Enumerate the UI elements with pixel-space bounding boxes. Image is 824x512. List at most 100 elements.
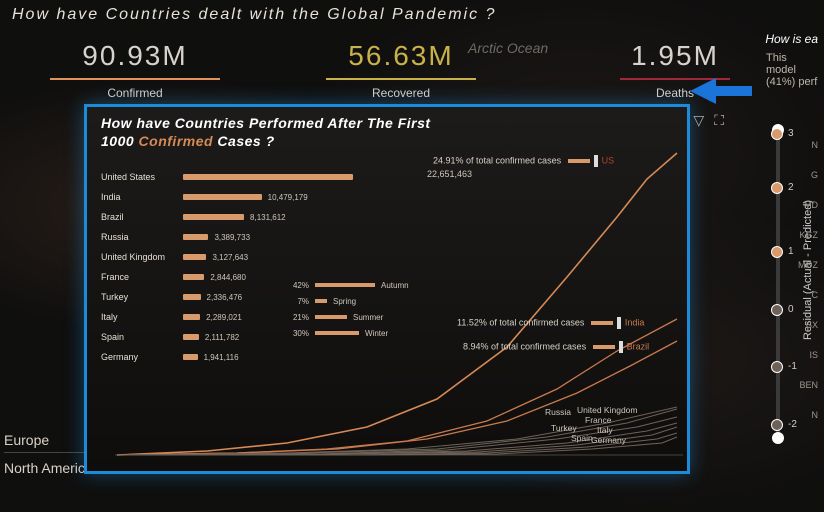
season-bar (315, 283, 375, 287)
season-bar (315, 315, 347, 319)
bar-label: United States (101, 172, 183, 182)
kpi-confirmed-value: 90.93M (50, 40, 220, 72)
bar-fill (183, 194, 262, 200)
slider-marker (771, 128, 783, 140)
season-pct: 30% (283, 329, 309, 338)
kpi-recovered-value: 56.63M (326, 40, 476, 72)
bar-label: France (101, 272, 183, 282)
bar-fill (183, 254, 206, 260)
bar-row: Germany 1,941,116 (101, 347, 361, 367)
kpi-confirmed-rule (50, 78, 220, 80)
callout: 24.91% of total confirmed cases US (433, 155, 614, 167)
slider-tick: 2 (788, 182, 794, 193)
season-row: 7% Spring (283, 293, 409, 309)
season-row: 21% Summer (283, 309, 409, 325)
season-label: Summer (353, 313, 383, 322)
slider-mini-label: C (812, 290, 819, 300)
line-end-label: France (585, 415, 611, 425)
slider-mini-label: G (811, 170, 818, 180)
kpi-deaths-value: 1.95M (620, 40, 730, 72)
page-title: How have Countries dealt with the Global… (12, 6, 496, 24)
bar-value: 2,844,680 (210, 273, 246, 282)
slider-marker (771, 419, 783, 431)
slider-handle-bottom[interactable] (772, 432, 784, 444)
kpi-confirmed: 90.93M Confirmed (50, 40, 220, 100)
season-pct: 7% (283, 297, 309, 306)
bar-row: United Kingdom 3,127,643 (101, 247, 361, 267)
bar-row: Brazil 8,131,612 (101, 207, 361, 227)
slider-mini-label: SX (806, 320, 818, 330)
bar-value: 8,131,612 (250, 213, 286, 222)
kpi-confirmed-label: Confirmed (50, 86, 220, 100)
filter-icon[interactable]: ▽ (693, 112, 704, 132)
kpi-recovered-rule (326, 78, 476, 80)
bar-row: India 10,479,179 (101, 187, 361, 207)
bar-value: 2,111,782 (205, 333, 239, 342)
region-label-na: North America (4, 460, 93, 476)
side-panel-title: How is ea (765, 32, 818, 46)
bar-fill (183, 174, 353, 180)
bar-fill (183, 274, 204, 280)
bar-label: Italy (101, 312, 183, 322)
slider-tick: -1 (788, 361, 797, 372)
tooltip-visual: How have Countries Performed After The F… (84, 104, 690, 474)
season-label: Autumn (381, 281, 409, 290)
bar-label: Spain (101, 332, 183, 342)
slider-marker (771, 182, 783, 194)
bar-fill (183, 354, 198, 360)
dashboard-stage: How have Countries dealt with the Global… (0, 0, 824, 512)
slider-mini-label: IS (809, 350, 818, 360)
season-bar (315, 331, 359, 335)
slider-marker (771, 246, 783, 258)
season-label: Spring (333, 297, 356, 306)
line-end-label: United Kingdom (577, 405, 637, 415)
bar-fill (183, 334, 199, 340)
bar-label: United Kingdom (101, 252, 183, 262)
annotation-arrow (690, 78, 716, 104)
bar-label: Brazil (101, 212, 183, 222)
residual-axis-label: Residual (Actual - Predicted) (802, 200, 814, 340)
bar-fill (183, 234, 208, 240)
slider-mini-label: BEN (799, 380, 818, 390)
bar-value: 2,336,476 (207, 293, 243, 302)
line-end-label: Turkey (551, 423, 577, 433)
bar-value: 3,127,643 (212, 253, 248, 262)
line-end-label: Italy (597, 425, 613, 435)
slider-mini-label: KGZ (799, 230, 818, 240)
bar-value: 1,941,116 (204, 353, 239, 362)
bar-row: United States (101, 167, 361, 187)
side-panel-subtitle: This model (41%) perf (766, 52, 818, 88)
callout: 11.52% of total confirmed cases India (457, 317, 644, 329)
line-end-label: Russia (545, 407, 571, 417)
kpi-recovered-label: Recovered (326, 86, 476, 100)
slider-tick: 3 (788, 128, 794, 139)
line-end-label: Germany (591, 435, 626, 445)
kpi-recovered: 56.63M Recovered (326, 40, 476, 100)
bar-fill (183, 294, 201, 300)
season-pct: 42% (283, 281, 309, 290)
slider-tick: 0 (788, 304, 794, 315)
season-label: Winter (365, 329, 388, 338)
bar-value: 3,389,733 (214, 233, 250, 242)
season-row: 42% Autumn (283, 277, 409, 293)
season-bar-chart: 42% Autumn 7% Spring 21% Summer 30% Winter (283, 277, 409, 341)
bar-row: Russia 3,389,733 (101, 227, 361, 247)
bar-fill (183, 214, 244, 220)
focus-icon[interactable]: ⛶ (714, 112, 724, 132)
season-row: 30% Winter (283, 325, 409, 341)
slider-mini-label: MD (804, 200, 818, 210)
residual-slider[interactable]: 3210-1-2 (776, 124, 780, 444)
slider-marker (771, 304, 783, 316)
season-bar (315, 299, 327, 303)
bar-label: Russia (101, 232, 183, 242)
map-label-arctic: Arctic Ocean (468, 40, 548, 56)
season-pct: 21% (283, 313, 309, 322)
bar-value: 2,289,021 (206, 313, 242, 322)
line-end-label: Spain (571, 433, 593, 443)
bar-value: 10,479,179 (268, 193, 308, 202)
slider-mini-label: MOZ (798, 260, 818, 270)
bar-label: Germany (101, 352, 183, 362)
callout: 8.94% of total confirmed cases Brazil (463, 341, 649, 353)
slider-tick: -2 (788, 419, 797, 430)
bar-label: India (101, 192, 183, 202)
